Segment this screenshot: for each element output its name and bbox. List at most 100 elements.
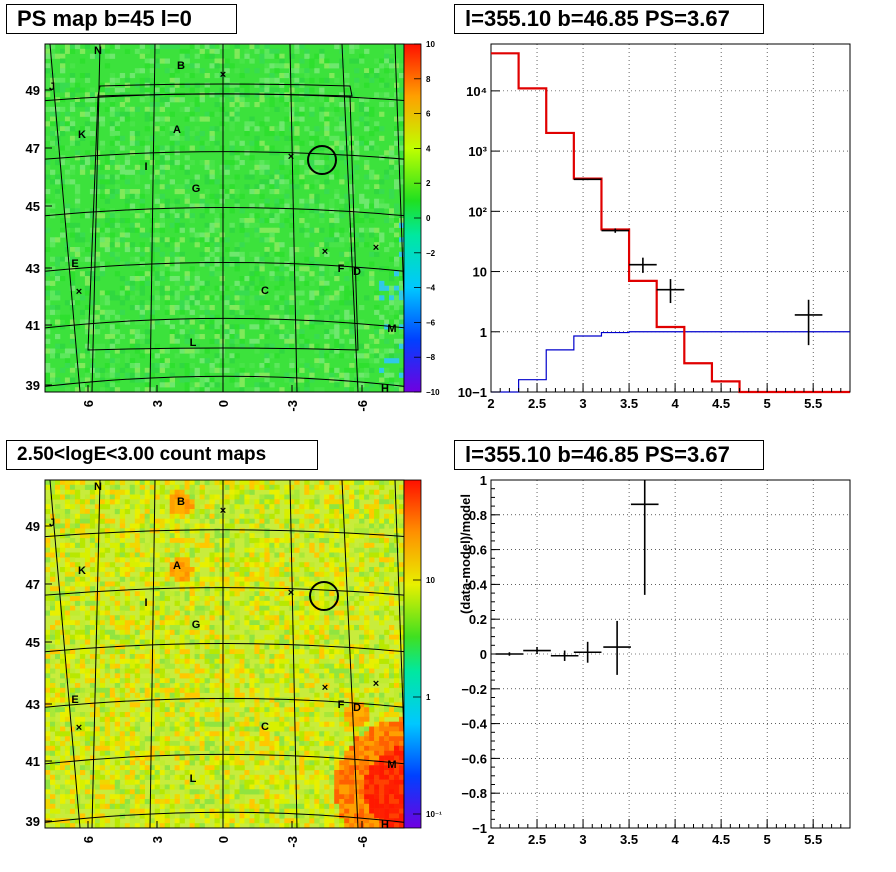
map-pixel [64, 789, 71, 795]
map-pixel [104, 731, 111, 737]
map-pixel [179, 237, 185, 243]
map-pixel [229, 668, 235, 674]
map-pixel [89, 518, 96, 524]
map-pixel [159, 266, 165, 272]
map-pixel [219, 68, 225, 74]
map-pixel [354, 208, 360, 214]
map-pixel [389, 242, 395, 248]
map-pixel [64, 770, 71, 776]
map-pixel [144, 504, 150, 510]
map-pixel [139, 552, 145, 558]
map-pixel [174, 557, 180, 563]
map-pixel [114, 44, 121, 50]
map-pixel [249, 620, 255, 626]
map-pixel [219, 499, 225, 505]
map-pixel [154, 116, 160, 122]
map-pixel [64, 668, 71, 674]
map-pixel [184, 53, 190, 59]
map-pixel [84, 745, 91, 751]
map-pixel [194, 823, 200, 828]
map-pixel [89, 494, 96, 500]
map-pixel [194, 668, 200, 674]
map-pixel [224, 620, 230, 626]
map-pixel [64, 625, 71, 631]
map-pixel [179, 145, 185, 151]
map-pixel [169, 290, 175, 296]
map-pixel [284, 760, 290, 766]
map-pixel [45, 794, 51, 800]
map-pixel [159, 605, 165, 611]
map-pixel [144, 823, 150, 828]
map-pixel [389, 227, 395, 233]
map-pixel [45, 97, 51, 103]
source-label-l: L [190, 337, 197, 349]
map-pixel [254, 314, 260, 320]
map-pixel [159, 494, 165, 500]
map-pixel [269, 654, 275, 660]
map-pixel [179, 755, 185, 761]
map-pixel [389, 164, 395, 170]
map-pixel [184, 692, 190, 698]
map-pixel [199, 48, 205, 54]
map-pixel [359, 377, 365, 383]
map-pixel [269, 145, 275, 151]
map-pixel [219, 745, 225, 751]
map-pixel [114, 668, 121, 674]
map-pixel [364, 121, 370, 127]
map-pixel [209, 193, 215, 199]
map-pixel [254, 644, 260, 650]
map-pixel [184, 523, 190, 529]
map-pixel [64, 92, 71, 98]
map-pixel [119, 227, 126, 233]
map-pixel [79, 164, 86, 170]
map-pixel [204, 256, 210, 262]
map-pixel [189, 639, 195, 645]
map-pixel [79, 654, 86, 660]
map-pixel [45, 363, 51, 369]
map-pixel [109, 581, 116, 587]
map-pixel [324, 280, 330, 286]
map-pixel [74, 203, 81, 209]
map-pixel [169, 276, 175, 282]
map-pixel [189, 116, 195, 122]
map-pixel [189, 309, 195, 315]
map-pixel [104, 707, 111, 713]
map-pixel [64, 557, 71, 563]
map-pixel [74, 480, 81, 486]
map-pixel [169, 509, 175, 515]
map-pixel [154, 222, 160, 228]
map-pixel [109, 97, 116, 103]
map-pixel [124, 605, 131, 611]
map-pixel [45, 634, 51, 640]
map-pixel [234, 494, 240, 500]
map-pixel [119, 135, 126, 141]
map-pixel [369, 382, 375, 388]
map-pixel [60, 668, 66, 674]
map-pixel [379, 92, 385, 98]
map-pixel [254, 135, 260, 141]
map-pixel [279, 625, 285, 631]
map-pixel [334, 334, 340, 340]
map-pixel [274, 184, 280, 190]
map-pixel [134, 818, 141, 824]
map-pixel [89, 658, 96, 664]
map-pixel [244, 567, 250, 573]
map-pixel [249, 533, 255, 539]
map-pixel [319, 169, 325, 175]
map-pixel [194, 489, 200, 495]
map-pixel [399, 295, 404, 301]
map-pixel [224, 484, 230, 490]
map-pixel [214, 813, 220, 819]
map-pixel [324, 237, 330, 243]
map-pixel [55, 707, 61, 713]
map-pixel [259, 721, 265, 727]
map-pixel [79, 818, 86, 824]
map-pixel [189, 770, 195, 776]
map-pixel [229, 97, 235, 103]
map-pixel [144, 184, 150, 190]
map-pixel [374, 329, 380, 335]
map-pixel [279, 164, 285, 170]
map-pixel [214, 663, 220, 669]
map-pixel [60, 586, 66, 592]
map-pixel [139, 755, 145, 761]
